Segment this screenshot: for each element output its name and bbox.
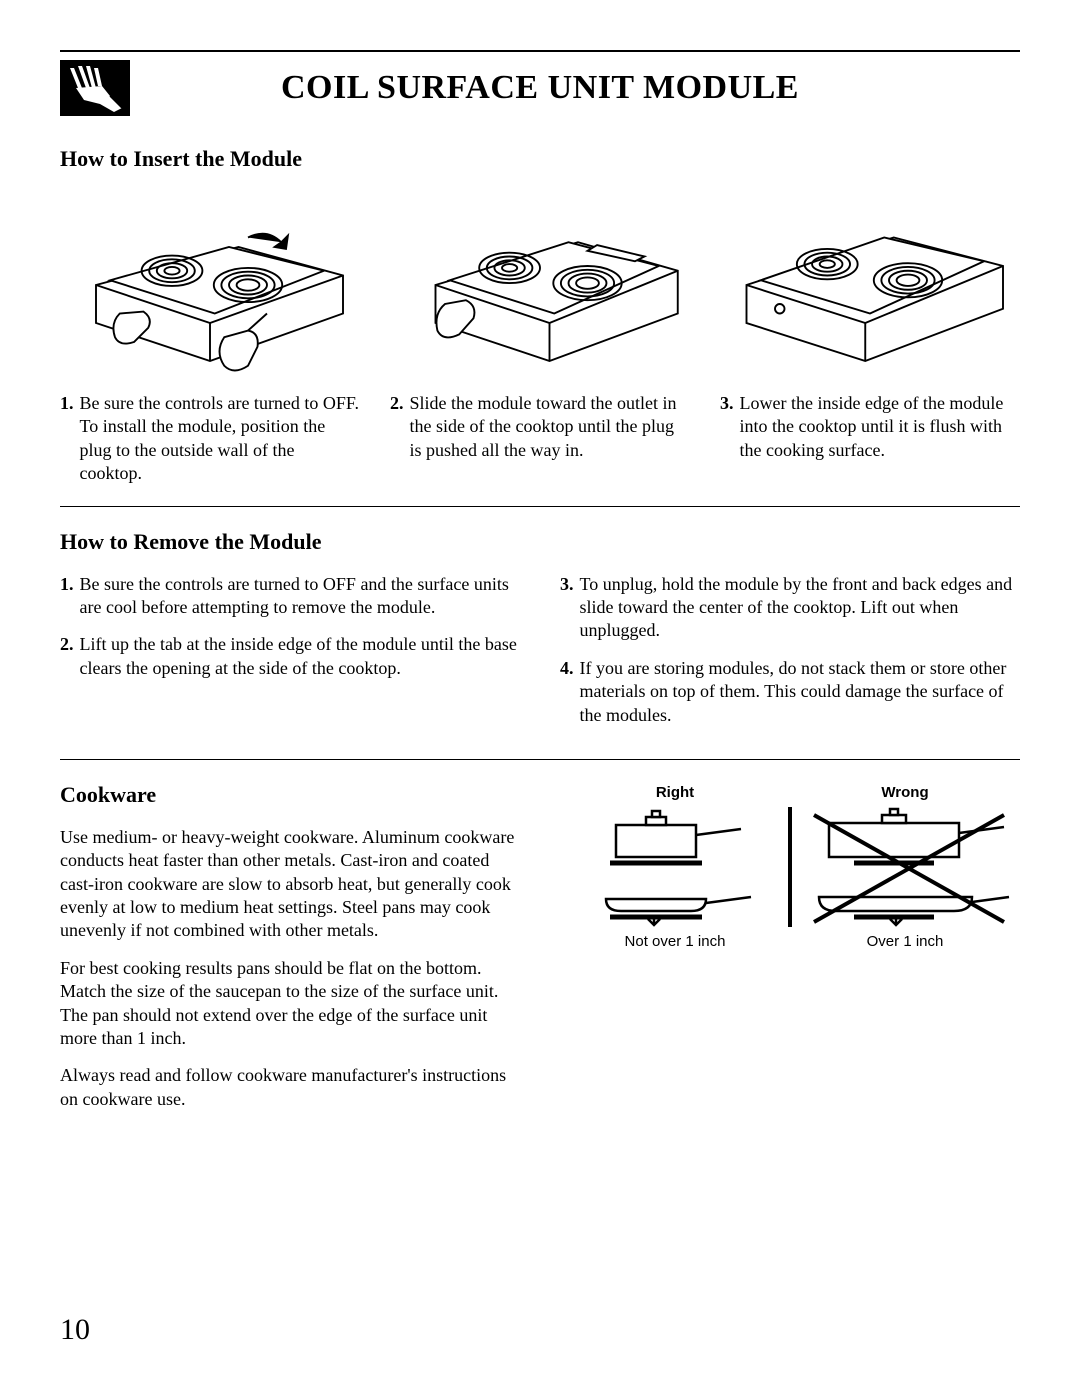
remove-step-2: 2. Lift up the tab at the inside edge of…: [60, 633, 520, 680]
remove-col-right: 3. To unplug, hold the module by the fro…: [560, 573, 1020, 741]
cookware-diagram-column: Right Wrong: [560, 782, 1020, 1125]
remove-step-4: 4. If you are storing modules, do not st…: [560, 657, 1020, 727]
page-header: COIL SURFACE UNIT MODULE: [60, 60, 1020, 116]
right-wrong-captions: Not over 1 inch Over 1 inch: [560, 933, 1020, 950]
section-divider: [60, 506, 1020, 507]
step-number: 1.: [60, 392, 74, 486]
wrong-caption: Over 1 inch: [790, 933, 1020, 950]
right-label: Right: [560, 784, 790, 801]
insert-step-3-text: 3. Lower the inside edge of the module i…: [720, 392, 1020, 462]
insert-illustration-3: [720, 190, 1020, 380]
insert-illustration-2: [390, 190, 690, 380]
remove-section-title: How to Remove the Module: [60, 529, 1020, 555]
cookware-paragraph: For best cooking results pans should be …: [60, 957, 520, 1051]
insert-illustration-1: [60, 190, 360, 380]
remove-col-left: 1. Be sure the controls are turned to OF…: [60, 573, 520, 741]
insert-step-1: 1. Be sure the controls are turned to OF…: [60, 190, 360, 486]
cookware-text-column: Cookware Use medium- or heavy-weight coo…: [60, 782, 520, 1125]
insert-step-2: 2. Slide the module toward the outlet in…: [390, 190, 690, 486]
insert-section-title: How to Insert the Module: [60, 146, 1020, 172]
wrong-diagram: [798, 807, 1020, 927]
page-title: COIL SURFACE UNIT MODULE: [150, 69, 930, 107]
step-text: Be sure the controls are turned to OFF a…: [80, 573, 521, 620]
insert-step-3: 3. Lower the inside edge of the module i…: [720, 190, 1020, 486]
step-text: Be sure the controls are turned to OFF. …: [80, 392, 361, 486]
step-text: Slide the module toward the outlet in th…: [410, 392, 691, 462]
remove-step-1: 1. Be sure the controls are turned to OF…: [60, 573, 520, 620]
right-diagram: [560, 807, 782, 927]
cookware-paragraph: Use medium- or heavy-weight cookware. Al…: [60, 826, 520, 943]
wrong-label: Wrong: [790, 784, 1020, 801]
cookware-section-title: Cookware: [60, 782, 520, 808]
step-text: Lift up the tab at the inside edge of th…: [80, 633, 521, 680]
cookware-section: Cookware Use medium- or heavy-weight coo…: [60, 782, 1020, 1125]
remove-steps-row: 1. Be sure the controls are turned to OF…: [60, 573, 1020, 741]
step-number: 3.: [720, 392, 734, 462]
step-number: 1.: [60, 573, 74, 620]
step-text: To unplug, hold the module by the front …: [580, 573, 1021, 643]
section-divider: [60, 759, 1020, 760]
insert-steps-row: 1. Be sure the controls are turned to OF…: [60, 190, 1020, 486]
page-number: 10: [60, 1313, 90, 1347]
hand-wipe-icon: [60, 60, 130, 116]
right-wrong-labels: Right Wrong: [560, 784, 1020, 801]
cookware-paragraph: Always read and follow cookware manufact…: [60, 1064, 520, 1111]
cookware-diagram: [560, 807, 1020, 927]
top-rule: [60, 50, 1020, 52]
remove-step-3: 3. To unplug, hold the module by the fro…: [560, 573, 1020, 643]
insert-step-1-text: 1. Be sure the controls are turned to OF…: [60, 392, 360, 486]
right-caption: Not over 1 inch: [560, 933, 790, 950]
insert-step-2-text: 2. Slide the module toward the outlet in…: [390, 392, 690, 462]
step-number: 4.: [560, 657, 574, 727]
step-text: If you are storing modules, do not stack…: [580, 657, 1021, 727]
step-number: 2.: [390, 392, 404, 462]
step-number: 2.: [60, 633, 74, 680]
step-number: 3.: [560, 573, 574, 643]
diagram-divider: [788, 807, 792, 927]
step-text: Lower the inside edge of the module into…: [740, 392, 1021, 462]
